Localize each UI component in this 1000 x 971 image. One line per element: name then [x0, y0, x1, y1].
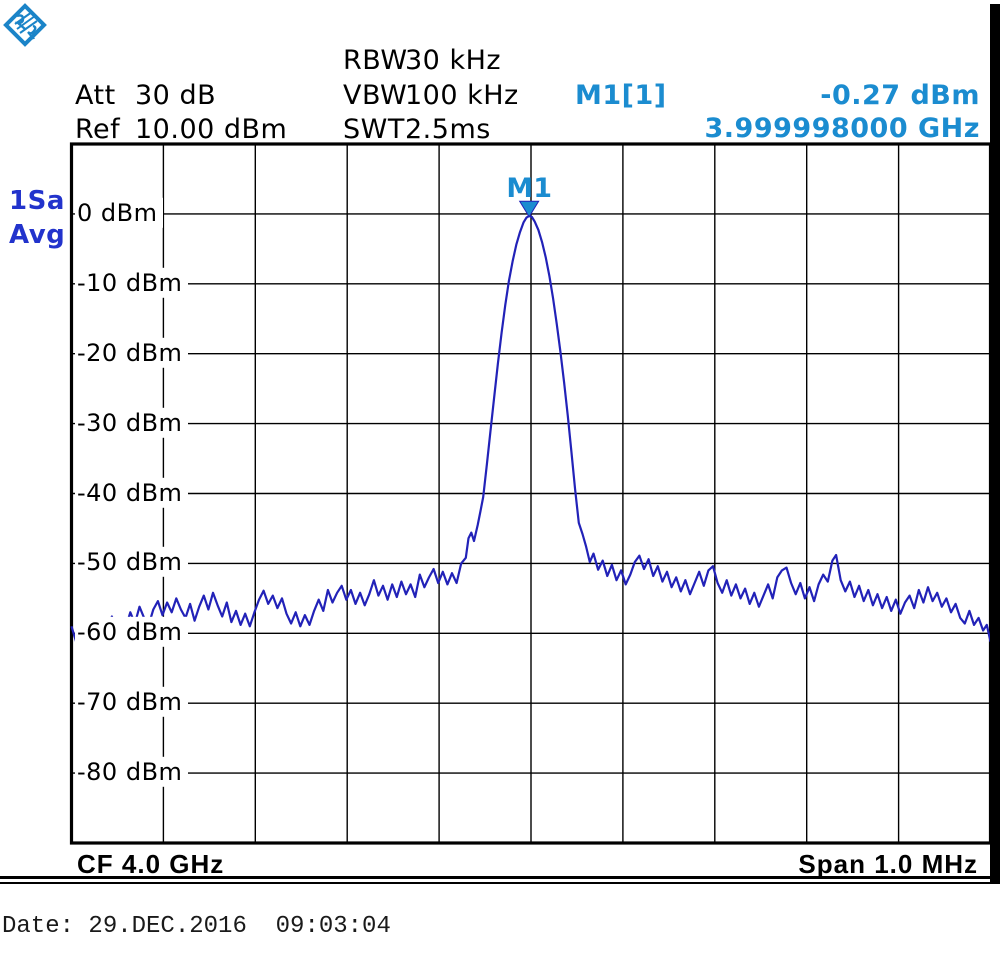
trace-detector-label: 1Sa: [9, 186, 65, 216]
rohde-schwarz-logo: [3, 3, 47, 47]
swt-label: SWT: [343, 114, 405, 145]
span-label: Span 1.0 MHz: [798, 849, 978, 879]
y-axis-label: -20 dBm: [75, 337, 189, 368]
attenuation-readout: Att 30 dB: [75, 80, 216, 111]
marker-frequency-readout: 3.999998000 GHz: [704, 113, 980, 144]
swt-value: 2.5ms: [405, 114, 491, 145]
rbw-value: 30 kHz: [405, 45, 502, 76]
y-axis-label: -40 dBm: [75, 477, 189, 508]
vbw-readout: VBW 100 kHz: [343, 80, 519, 111]
marker-triangle-icon: [518, 200, 540, 218]
ref-level-readout: Ref 10.00 dBm: [75, 114, 287, 145]
ref-label: Ref: [75, 114, 121, 145]
y-axis-label: -70 dBm: [75, 686, 189, 717]
separator-rule-top: [0, 876, 1000, 879]
y-axis-label: 0 dBm: [75, 197, 164, 228]
att-label: Att: [75, 80, 116, 111]
vbw-label: VBW: [343, 80, 408, 111]
marker-name: M1[1]: [575, 80, 667, 111]
rbw-label: RBW: [343, 45, 408, 76]
date-stamp: Date: 29.DEC.2016 09:03:04: [2, 913, 391, 940]
att-value: 30 dB: [135, 80, 217, 111]
center-frequency-label: CF 4.0 GHz: [77, 849, 225, 879]
trace-mode-label: Avg: [9, 220, 66, 250]
vbw-value: 100 kHz: [405, 80, 519, 111]
marker-level-readout: -0.27 dBm: [820, 80, 980, 111]
y-axis-label: -50 dBm: [75, 547, 189, 578]
y-axis-label: -30 dBm: [75, 407, 189, 438]
y-axis-label: -60 dBm: [75, 617, 189, 648]
rbw-readout: RBW 30 kHz: [343, 45, 501, 76]
swt-readout: SWT 2.5ms: [343, 114, 491, 145]
y-axis-label: -80 dBm: [75, 756, 189, 787]
page-right-border: [990, 4, 1000, 884]
y-axis-label: -10 dBm: [75, 267, 189, 298]
separator-rule-bottom: [0, 882, 1000, 884]
marker-label: M1: [506, 173, 552, 204]
ref-value: 10.00 dBm: [135, 114, 288, 145]
